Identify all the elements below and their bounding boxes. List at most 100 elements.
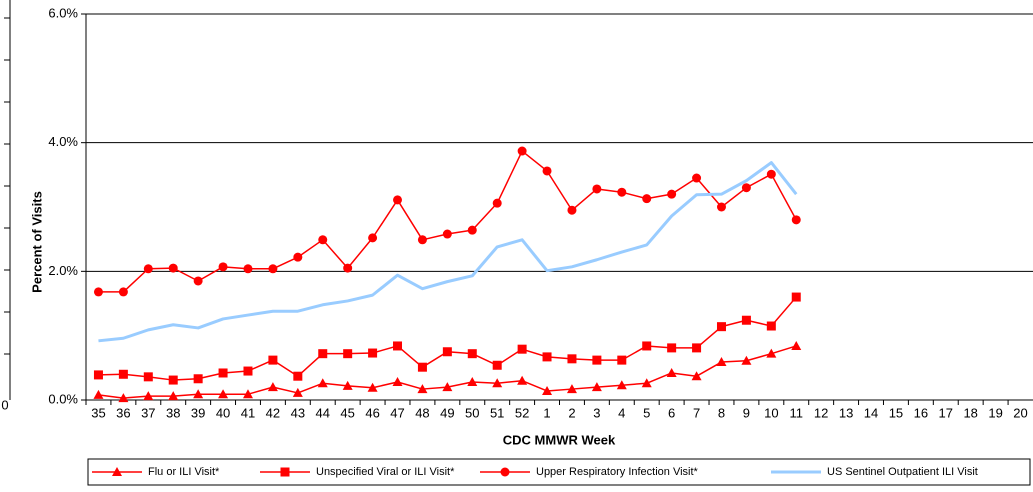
marker (467, 349, 477, 359)
x-tick-label: 9 (743, 405, 750, 420)
x-tick-label: 12 (814, 405, 828, 420)
marker (268, 264, 278, 274)
x-tick-label: 51 (490, 405, 504, 420)
x-tick-label: 10 (764, 405, 778, 420)
marker (716, 322, 726, 332)
x-tick-label: 7 (693, 405, 700, 420)
x-tick-label: 40 (216, 405, 230, 420)
marker (168, 391, 179, 401)
legend-label: Unspecified Viral or ILI Visit* (316, 466, 455, 478)
marker (292, 387, 303, 397)
x-tick-label: 18 (963, 405, 977, 420)
legend-marker (280, 467, 290, 477)
marker (517, 146, 527, 156)
marker (741, 315, 751, 325)
marker (791, 292, 801, 302)
x-tick-label: 42 (266, 405, 280, 420)
marker (143, 264, 153, 274)
marker (766, 321, 776, 331)
marker (741, 183, 751, 193)
x-tick-label: 44 (316, 405, 330, 420)
marker (417, 384, 428, 394)
marker (393, 341, 403, 351)
marker (293, 371, 303, 381)
marker (442, 229, 452, 239)
marker (393, 195, 403, 205)
marker (591, 382, 602, 392)
marker (617, 355, 627, 365)
y-tick-label: 4.0% (48, 134, 78, 149)
marker (343, 263, 353, 273)
marker (517, 344, 527, 354)
y-axis-label: Percent of Visits (29, 191, 44, 293)
marker (118, 369, 128, 379)
marker (567, 205, 577, 215)
x-tick-label: 48 (415, 405, 429, 420)
x-tick-label: 38 (166, 405, 180, 420)
x-tick-label: 16 (914, 405, 928, 420)
legend-marker (112, 467, 122, 476)
marker (392, 376, 403, 386)
marker (667, 189, 677, 199)
marker (143, 391, 154, 401)
marker (716, 202, 726, 212)
marker (318, 349, 328, 359)
marker (267, 382, 278, 392)
marker (641, 378, 652, 388)
y-tick-label: 0.0% (48, 391, 78, 406)
marker (692, 343, 702, 353)
marker (667, 343, 677, 353)
marker (592, 355, 602, 365)
marker (368, 348, 378, 358)
series-line (98, 161, 798, 343)
marker (442, 347, 452, 357)
y-tick-label: 6.0% (48, 5, 78, 20)
marker (343, 349, 353, 359)
x-tick-label: 8 (718, 405, 725, 420)
marker (218, 389, 229, 399)
marker (118, 287, 128, 297)
marker (218, 368, 228, 378)
marker (766, 169, 776, 179)
marker (567, 354, 577, 364)
marker (293, 252, 303, 262)
x-tick-label: 37 (141, 405, 155, 420)
marker (417, 235, 427, 245)
x-tick-label: 6 (668, 405, 675, 420)
marker (417, 362, 427, 372)
marker (368, 233, 378, 243)
x-tick-label: 5 (643, 405, 650, 420)
marker (118, 393, 129, 403)
marker (691, 371, 702, 381)
marker (542, 385, 553, 395)
marker (193, 276, 203, 286)
marker (616, 380, 627, 390)
marker (467, 376, 478, 386)
marker (168, 375, 178, 385)
x-tick-label: 17 (939, 405, 953, 420)
marker (93, 389, 104, 399)
legend-label: Upper Respiratory Infection Visit* (536, 466, 699, 478)
marker (666, 367, 677, 377)
cropped-label: 0 (1, 397, 8, 412)
marker (716, 357, 727, 367)
marker (741, 355, 752, 365)
marker (243, 264, 253, 274)
marker (517, 375, 528, 385)
marker (442, 382, 453, 392)
marker (492, 198, 502, 208)
cropped-ticks (4, 17, 10, 355)
marker (542, 352, 552, 362)
x-tick-label: 52 (515, 405, 529, 420)
x-tick-label: 45 (340, 405, 354, 420)
x-tick-label: 11 (790, 405, 804, 420)
marker (218, 262, 228, 272)
marker (791, 340, 802, 350)
marker (342, 380, 353, 390)
marker (93, 287, 103, 297)
y-tick-label: 2.0% (48, 263, 78, 278)
marker (367, 382, 378, 392)
x-tick-label: 39 (191, 405, 205, 420)
marker (492, 360, 502, 370)
